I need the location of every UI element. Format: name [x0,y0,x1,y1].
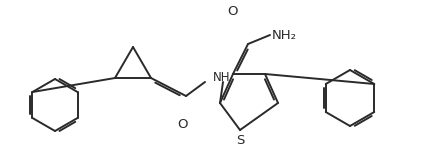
Text: NH₂: NH₂ [272,28,297,41]
Text: NH: NH [213,71,230,83]
Text: O: O [177,118,187,131]
Text: S: S [236,134,244,147]
Text: O: O [228,5,238,18]
